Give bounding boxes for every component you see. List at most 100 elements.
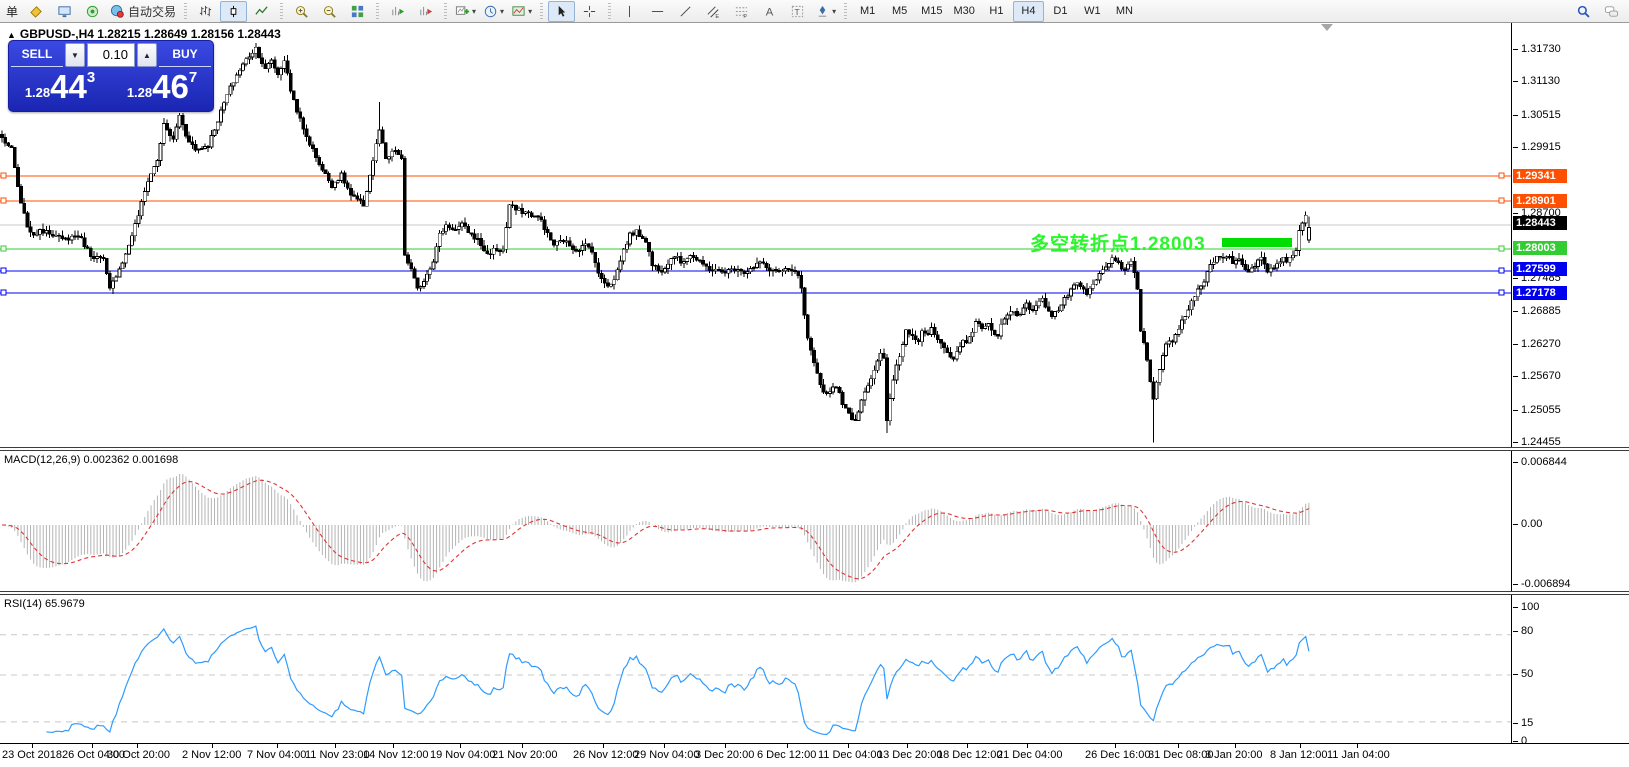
templates-button[interactable]: ▾ xyxy=(508,1,535,22)
new-chart-button[interactable]: ▾ xyxy=(452,1,479,22)
cursor-button[interactable] xyxy=(548,0,576,22)
macd-pane[interactable]: MACD(12,26,9) 0.002362 0.001698 xyxy=(0,451,1629,591)
text-label-icon: T xyxy=(790,4,805,19)
tile-windows-button[interactable] xyxy=(344,1,371,22)
horizontal-line-button[interactable] xyxy=(644,1,671,22)
line-chart-button[interactable] xyxy=(248,1,275,22)
autotrading-button[interactable]: 自动交易 xyxy=(107,1,179,22)
timeframe-h1-button[interactable]: H1 xyxy=(989,5,1004,17)
macd-chart[interactable] xyxy=(0,451,1511,591)
new-order-button[interactable] xyxy=(23,1,50,22)
new-order-icon xyxy=(29,4,44,19)
chart-shift-button[interactable] xyxy=(412,1,439,22)
market-watch-button[interactable] xyxy=(51,1,78,22)
toolbar-grip xyxy=(844,3,848,19)
trendline-button[interactable] xyxy=(672,1,699,22)
axis-tick-label: 0.00 xyxy=(1512,518,1543,530)
time-tick-mark xyxy=(787,744,788,748)
chart-shift-marker-icon[interactable] xyxy=(1321,24,1333,31)
auto-scroll-button[interactable] xyxy=(384,1,411,22)
timeframe-h4-button[interactable]: H4 xyxy=(1012,0,1044,22)
time-tick-label: 31 Dec 08:00 xyxy=(1148,749,1214,761)
vertical-line-button[interactable] xyxy=(616,1,643,22)
timeframe-m30-button[interactable]: M30 xyxy=(953,5,975,17)
periods-button[interactable]: ▾ xyxy=(480,1,507,22)
axis-tick-label: 1.26885 xyxy=(1513,305,1561,317)
hline-handle[interactable] xyxy=(0,245,7,252)
volume-field[interactable]: 0.10 xyxy=(87,43,135,67)
sell-button[interactable]: SELL xyxy=(11,43,63,67)
navigator-button[interactable] xyxy=(79,1,106,22)
arrows-button[interactable]: ▾ xyxy=(812,1,839,22)
hline-handle[interactable] xyxy=(1498,245,1505,252)
bar-chart-button[interactable] xyxy=(192,1,219,22)
equidistant-channel-button[interactable]: E xyxy=(700,1,727,22)
hline-handle[interactable] xyxy=(0,197,7,204)
hline-handle[interactable] xyxy=(0,267,7,274)
time-tick-mark xyxy=(725,744,726,748)
candlestick-chart-icon xyxy=(226,4,241,19)
hline-handle[interactable] xyxy=(1498,172,1505,179)
rsi-chart[interactable] xyxy=(0,595,1511,743)
text-button[interactable]: A xyxy=(756,1,783,22)
axis-tick-label: 0 xyxy=(1512,735,1528,747)
axis-tick-label: 15 xyxy=(1512,717,1534,729)
rsi-pane[interactable]: RSI(14) 65.9679 xyxy=(0,595,1629,743)
hline-handle[interactable] xyxy=(1498,289,1505,296)
time-tick-mark xyxy=(848,744,849,748)
timeframe-m15-button[interactable]: M15 xyxy=(921,5,943,17)
timeframe-m1-button[interactable]: M1 xyxy=(859,5,876,17)
axis-tick-label: 100 xyxy=(1512,601,1540,613)
timeframe-w1-button[interactable]: W1 xyxy=(1084,5,1101,17)
chart-title: ▲ GBPUSD-,H4 1.28215 1.28649 1.28156 1.28… xyxy=(7,27,281,41)
axis-tick-label: 1.26270 xyxy=(1513,338,1561,350)
buy-price-big: 46 xyxy=(152,68,189,105)
candlestick-chart-button[interactable] xyxy=(220,0,248,22)
hline-handle[interactable] xyxy=(1498,267,1505,274)
volume-up-button[interactable]: ▲ xyxy=(137,43,157,67)
text-label-button[interactable]: T xyxy=(784,1,811,22)
hline-handle[interactable] xyxy=(1498,197,1505,204)
time-tick-label: 30 Oct 20:00 xyxy=(107,749,170,761)
timeframe-d1-button[interactable]: D1 xyxy=(1053,5,1068,17)
chat-button[interactable] xyxy=(1598,1,1625,22)
buy-price-small: 1.28 xyxy=(126,84,153,100)
zoom-out-button[interactable] xyxy=(316,1,343,22)
time-tick-mark xyxy=(335,744,336,748)
rsi-label: RSI(14) 65.9679 xyxy=(4,598,85,610)
toolbar-grip xyxy=(280,3,284,19)
price-badge: 1.29341 xyxy=(1513,169,1567,183)
cursor-icon xyxy=(554,4,569,19)
toolbar: 单自动交易 ▾ ▾ ▾ E F A T ▾ M1 M5 M15 M30 H1 H4 D1 W1 MN xyxy=(0,0,1629,23)
zoom-in-button[interactable] xyxy=(288,1,315,22)
timeframe-mn-button[interactable]: MN xyxy=(1115,5,1133,17)
candlestick-chart[interactable] xyxy=(0,23,1511,447)
axis-tick-label: 80 xyxy=(1512,625,1534,637)
axis-tick-label: 0.006844 xyxy=(1513,456,1567,468)
hline-handle[interactable] xyxy=(0,289,7,296)
time-tick-label: 29 Nov 04:00 xyxy=(634,749,700,761)
main-chart-pane[interactable]: ▲ GBPUSD-,H4 1.28215 1.28649 1.28156 1.28… xyxy=(0,23,1629,447)
price-badge: 1.28443 xyxy=(1513,216,1567,230)
price-axis[interactable]: 1.31730 1.31130 1.30515 1.29915 1.28700 1.274… xyxy=(1511,23,1629,747)
buy-button[interactable]: BUY xyxy=(159,43,211,67)
buy-price-button[interactable]: 1.28 46 7 xyxy=(111,67,213,107)
pivot-highlight-bar xyxy=(1222,238,1292,247)
menu-fragment-label: 单 xyxy=(6,4,19,19)
crosshair-button[interactable] xyxy=(576,1,603,22)
timeframe-m5-button[interactable]: M5 xyxy=(891,5,908,17)
time-tick-mark xyxy=(664,744,665,748)
search-button[interactable] xyxy=(1570,1,1597,22)
fibonacci-button[interactable]: F xyxy=(728,1,755,22)
chat-icon xyxy=(1604,4,1619,19)
pane-separator[interactable] xyxy=(0,447,1629,451)
time-tick-label: 7 Nov 04:00 xyxy=(247,749,307,761)
time-axis[interactable]: 23 Oct 2018 26 Oct 04:00 30 Oct 20:00 2 Nov… xyxy=(0,743,1629,767)
pane-separator[interactable] xyxy=(0,591,1629,595)
hline-handle[interactable] xyxy=(0,172,7,179)
toolbar-grip xyxy=(540,3,544,19)
svg-text:F: F xyxy=(743,14,747,19)
volume-down-button[interactable]: ▼ xyxy=(65,43,85,67)
sell-price-button[interactable]: 1.28 44 3 xyxy=(9,67,111,107)
collapse-panel-icon[interactable]: ▲ xyxy=(7,30,16,40)
